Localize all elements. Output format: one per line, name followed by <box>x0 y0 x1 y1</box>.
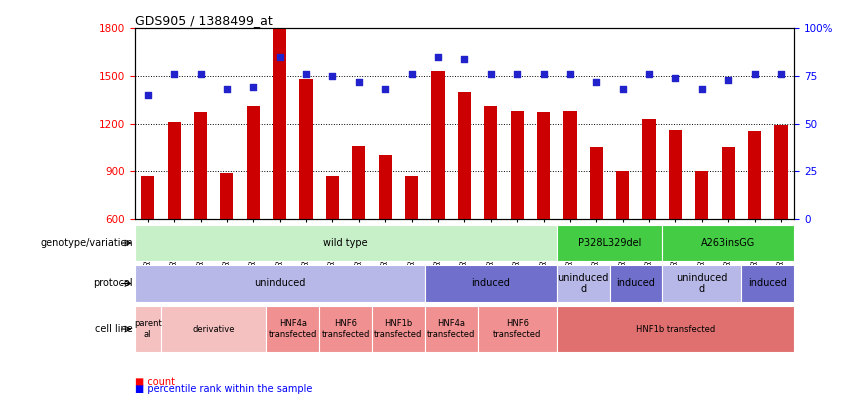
Bar <box>556 225 662 261</box>
Bar <box>748 132 761 219</box>
Point <box>431 53 445 60</box>
Point <box>721 77 735 83</box>
Bar <box>537 113 550 219</box>
Point <box>563 71 577 77</box>
Bar <box>266 306 319 352</box>
Bar <box>563 111 576 219</box>
Bar <box>424 265 556 302</box>
Point <box>141 92 155 98</box>
Point <box>299 71 313 77</box>
Point <box>747 71 761 77</box>
Point <box>536 71 550 77</box>
Bar <box>141 176 155 219</box>
Bar <box>616 171 629 219</box>
Bar <box>161 306 266 352</box>
Text: induced: induced <box>471 279 510 288</box>
Point <box>589 79 603 85</box>
Text: uninduced: uninduced <box>254 279 306 288</box>
Bar <box>194 113 207 219</box>
Bar <box>135 225 556 261</box>
Text: protocol: protocol <box>93 279 133 288</box>
Text: HNF4a
transfected: HNF4a transfected <box>269 320 317 339</box>
Text: ■ percentile rank within the sample: ■ percentile rank within the sample <box>135 384 312 394</box>
Point <box>220 86 233 92</box>
Text: HNF1b transfected: HNF1b transfected <box>636 324 715 334</box>
Point <box>483 71 497 77</box>
Bar <box>319 306 372 352</box>
Point <box>695 86 709 92</box>
Bar <box>721 147 735 219</box>
Text: HNF6
transfected: HNF6 transfected <box>321 320 370 339</box>
Text: GDS905 / 1388499_at: GDS905 / 1388499_at <box>135 14 273 27</box>
Bar <box>326 176 339 219</box>
Point <box>457 55 471 62</box>
Point <box>774 71 788 77</box>
Bar <box>220 173 233 219</box>
Text: parent
al: parent al <box>134 320 161 339</box>
Bar <box>484 106 497 219</box>
Bar <box>247 106 260 219</box>
Text: HNF1b
transfected: HNF1b transfected <box>374 320 423 339</box>
Bar <box>457 92 471 219</box>
Bar <box>662 225 794 261</box>
Bar <box>669 130 682 219</box>
Text: uninduced
d: uninduced d <box>676 273 727 294</box>
Bar <box>510 111 523 219</box>
Bar <box>135 265 424 302</box>
Text: induced: induced <box>748 279 787 288</box>
Text: uninduced
d: uninduced d <box>557 273 608 294</box>
Point <box>168 71 181 77</box>
Bar <box>662 265 741 302</box>
Point <box>378 86 392 92</box>
Point <box>273 53 286 60</box>
Bar <box>424 306 477 352</box>
Bar <box>431 71 444 219</box>
Bar <box>378 155 391 219</box>
Bar <box>372 306 424 352</box>
Text: ■ count: ■ count <box>135 377 174 386</box>
Text: HNF4a
transfected: HNF4a transfected <box>427 320 476 339</box>
Bar <box>556 306 794 352</box>
Point <box>404 71 418 77</box>
Bar <box>477 306 556 352</box>
Bar <box>741 265 794 302</box>
Bar <box>642 119 655 219</box>
Text: cell line: cell line <box>95 324 133 334</box>
Bar <box>695 171 708 219</box>
Point <box>247 84 260 91</box>
Text: genotype/variation: genotype/variation <box>40 238 133 248</box>
Point <box>615 86 629 92</box>
Point <box>642 71 656 77</box>
Text: P328L329del: P328L329del <box>578 238 641 248</box>
Bar <box>135 306 161 352</box>
Text: A263insGG: A263insGG <box>701 238 755 248</box>
Bar <box>299 79 312 219</box>
Bar <box>168 122 181 219</box>
Point <box>352 79 365 85</box>
Bar <box>556 265 609 302</box>
Point <box>194 71 207 77</box>
Bar <box>352 146 365 219</box>
Point <box>326 73 339 79</box>
Point <box>668 75 682 81</box>
Bar <box>273 27 286 219</box>
Bar <box>589 147 603 219</box>
Text: wild type: wild type <box>323 238 368 248</box>
Text: induced: induced <box>616 279 655 288</box>
Text: derivative: derivative <box>193 324 235 334</box>
Bar <box>609 265 662 302</box>
Point <box>510 71 524 77</box>
Bar <box>405 176 418 219</box>
Bar <box>774 125 787 219</box>
Text: HNF6
transfected: HNF6 transfected <box>493 320 542 339</box>
